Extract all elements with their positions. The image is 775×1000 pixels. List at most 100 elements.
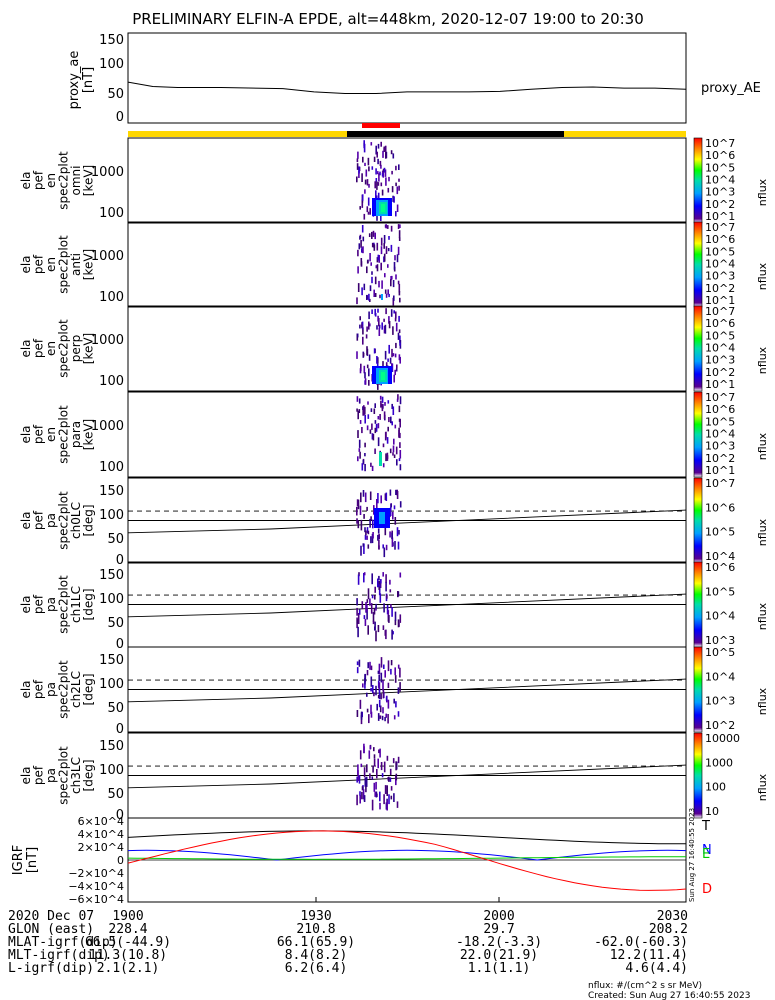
loss-cone-angle-line (127, 509, 687, 534)
footer-row-value: 11.3(10.8) (89, 948, 167, 963)
spectrogram-cell (399, 450, 402, 459)
spectrogram-cell (397, 332, 400, 340)
spectrogram-cell (374, 791, 376, 797)
spectrogram-cell (371, 573, 373, 585)
spectrogram-cell (380, 141, 382, 147)
spectrogram-cell (386, 785, 388, 796)
spectrogram-cell (356, 176, 358, 183)
spectrogram-cell (395, 165, 397, 171)
spectrogram-cell (375, 195, 378, 201)
spectrogram-cell (394, 541, 396, 550)
spectrogram-cell (384, 324, 387, 334)
spectrogram-cell (398, 315, 400, 322)
spectrogram-cell (374, 448, 376, 454)
proxy-ae-series-line (127, 81, 687, 94)
spectrogram-cell (368, 311, 370, 320)
spectrogram-cell (371, 776, 374, 780)
panel-ytick: 50 (107, 616, 124, 631)
spectrogram-cell (371, 271, 373, 275)
panel-ytick: 0 (116, 722, 124, 737)
colorbar-tick: 10^4 (705, 670, 735, 683)
spectrogram-cell (379, 791, 381, 802)
spectrogram-cell (368, 714, 370, 724)
spectrogram-cell (371, 231, 373, 239)
colorbar-label: nflux (756, 773, 769, 801)
spectrogram-cell (364, 179, 367, 185)
panel-ylabel: anti (69, 253, 83, 276)
flux-core-cell (379, 512, 385, 524)
colorbar-label: nflux (756, 687, 769, 715)
spectrogram-cell (394, 424, 397, 429)
spectrogram-cell (377, 416, 380, 420)
panel-ylabel: ela (19, 511, 33, 529)
spectrogram-cell (364, 534, 367, 540)
spectrogram-cell (385, 581, 387, 592)
spectrogram-cell (390, 786, 393, 791)
spectrogram-cell (389, 357, 392, 364)
spectrogram-cell (379, 748, 381, 758)
proxy-ae-ytick-100: 100 (99, 57, 124, 72)
spectrogram-cell (382, 544, 384, 549)
spectrogram-cell (363, 283, 366, 291)
spectrogram-cell (381, 773, 384, 778)
spectrogram-cell (362, 236, 365, 242)
created-timestamp: Created: Sun Aug 27 16:40:55 2023 (588, 991, 750, 1000)
spectrogram-cell (380, 262, 382, 271)
spectrogram-cell (383, 664, 385, 669)
panel-ylabel: ela (19, 595, 33, 613)
spectrogram-cell (392, 280, 395, 288)
spectrogram-cell (371, 309, 373, 314)
colorbar-tick: 10^5 (705, 329, 735, 342)
spectrogram-cell (380, 495, 382, 504)
spectrogram-cell (365, 602, 367, 613)
spectrogram-cell (399, 682, 401, 692)
igrf-ytick: −6×10^4 (68, 893, 124, 906)
spectrogram-cell (372, 620, 375, 625)
spectrogram-cell (389, 489, 392, 496)
spectrogram-cell (373, 608, 376, 615)
colorbar-tick: 10^7 (705, 477, 735, 490)
spectrogram-cell (363, 767, 366, 778)
spectrogram-cell (366, 535, 368, 540)
spectrogram-cell (373, 505, 375, 515)
spectrogram-cell (364, 464, 366, 472)
spectrogram-cell (374, 181, 376, 189)
panel-ytick: 100 (99, 206, 124, 221)
spectrogram-cell (363, 365, 366, 374)
spectrogram-cell (377, 758, 379, 769)
spectrogram-cell (393, 793, 395, 802)
spectrogram-cell (383, 243, 385, 249)
spectrogram-cell (379, 160, 382, 166)
spectrogram-cell (389, 579, 391, 585)
panel-frame (127, 305, 687, 392)
colorbar (693, 561, 703, 648)
spectrogram-cell (378, 318, 380, 327)
spectrogram-cell (366, 425, 369, 431)
spectrogram-cell (375, 168, 377, 175)
spectrogram-cell (359, 236, 361, 240)
spectrogram-cell (385, 544, 388, 551)
spectrogram-cell (383, 761, 386, 773)
spectrogram-cell (377, 695, 380, 699)
spectrogram-cell (357, 249, 359, 257)
spectrogram-cell (366, 506, 368, 511)
panel-spec2plot_perp: elapefenspec2plotperp[keV]100010010^710^… (19, 305, 769, 392)
spectrogram-cell (379, 414, 381, 420)
spectrogram-cell (370, 462, 372, 467)
spectrogram-cell (378, 688, 381, 700)
spectrogram-cell (383, 235, 386, 244)
panel-ytick: 0 (116, 637, 124, 652)
spectrogram-cell (383, 411, 386, 420)
spectrogram-cell (388, 321, 391, 329)
spectrogram-cell (356, 297, 358, 305)
spectrogram-cell (377, 528, 380, 534)
spectrogram-cell (375, 190, 377, 200)
spectrogram-cell (368, 380, 370, 386)
spectrogram-cell (378, 586, 381, 590)
spectrogram-cell (356, 619, 359, 624)
spectrogram-cell (395, 701, 397, 708)
spectrogram-cell (366, 179, 369, 186)
panel-ylabel: spec2plot (57, 235, 71, 294)
spectrogram-cell (385, 177, 387, 186)
colorbar-tick: 10^2 (705, 282, 735, 295)
